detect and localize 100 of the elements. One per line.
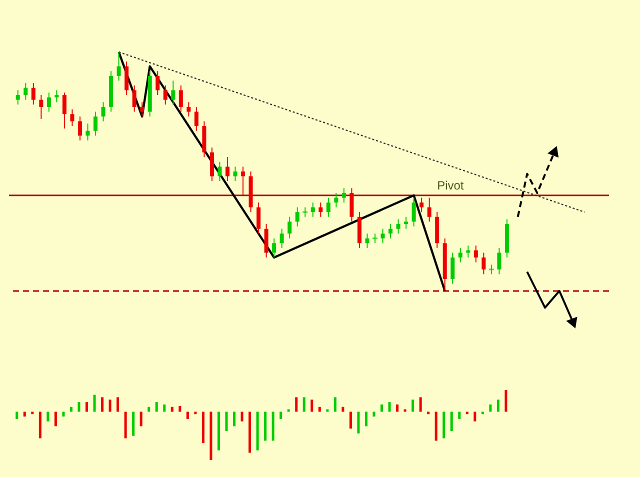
candlestick — [458, 247, 462, 263]
candlestick — [497, 247, 502, 275]
candlestick — [171, 80, 176, 106]
bar — [264, 412, 267, 441]
candlestick — [178, 84, 183, 112]
bar — [442, 412, 446, 438]
candlestick — [334, 192, 338, 208]
candlestick — [218, 161, 222, 182]
candlestick — [46, 92, 51, 112]
bar — [342, 406, 344, 412]
bar — [132, 412, 135, 436]
bar — [233, 412, 236, 426]
bar — [186, 412, 189, 419]
bar — [78, 402, 80, 412]
bar — [140, 412, 142, 426]
bar — [334, 397, 336, 412]
bar — [101, 397, 104, 412]
candlestick — [16, 90, 20, 106]
candlestick — [365, 233, 370, 248]
bar — [272, 412, 274, 441]
candlestick — [194, 106, 198, 132]
candlestick — [310, 202, 315, 218]
bar — [116, 397, 120, 412]
bar — [148, 406, 150, 412]
bar — [295, 397, 298, 412]
candlestick — [474, 245, 478, 263]
bar — [210, 412, 212, 460]
candlestick — [116, 52, 121, 82]
candlestick — [404, 216, 408, 230]
candlestick — [420, 197, 424, 213]
candlestick — [280, 228, 284, 248]
bar — [38, 412, 42, 438]
candlestick — [342, 188, 346, 204]
candlestick — [427, 197, 432, 222]
bar — [155, 402, 158, 412]
bar — [434, 412, 438, 441]
candlestick — [62, 92, 66, 129]
bar — [357, 412, 360, 434]
candlestick — [225, 156, 230, 182]
candlestick — [372, 233, 378, 244]
candlestick — [94, 111, 98, 136]
bar — [23, 412, 26, 417]
candlestick — [450, 252, 455, 284]
candlestick — [482, 252, 486, 275]
candlestick — [54, 90, 59, 103]
bar — [178, 406, 182, 412]
candlestick — [124, 61, 129, 96]
bar — [240, 412, 244, 422]
bar — [248, 412, 252, 453]
candlestick — [302, 206, 308, 218]
bar — [450, 412, 453, 432]
bar — [481, 412, 484, 414]
candlestick — [101, 102, 106, 122]
bar — [31, 412, 34, 414]
bar — [54, 412, 57, 426]
bar — [504, 390, 508, 412]
bar — [380, 404, 383, 412]
candlestick — [318, 202, 323, 218]
candlestick — [156, 70, 160, 96]
bar — [170, 406, 174, 412]
candlestick — [78, 116, 82, 141]
bar — [225, 412, 228, 432]
candlestick — [241, 166, 246, 196]
bar — [458, 412, 461, 419]
bar — [62, 412, 65, 417]
candlestick — [39, 94, 44, 120]
candlestick — [412, 197, 416, 227]
bar — [256, 412, 259, 450]
candlestick — [380, 228, 385, 244]
bar — [318, 406, 321, 412]
bar — [202, 412, 204, 444]
bar — [419, 397, 422, 412]
bar — [388, 402, 391, 412]
bar — [280, 412, 282, 419]
bar — [46, 412, 50, 422]
candlestick — [233, 166, 238, 182]
candlestick — [264, 224, 268, 258]
bar — [496, 400, 500, 412]
bar — [310, 400, 314, 412]
candlestick — [186, 102, 191, 118]
bar — [217, 412, 220, 450]
bar — [108, 400, 112, 412]
candlestick — [272, 238, 276, 258]
candlestick — [132, 84, 136, 112]
bar — [70, 406, 72, 412]
bar — [86, 402, 88, 412]
ref-line-label: Pivot — [437, 178, 464, 192]
candlestick — [86, 123, 90, 141]
bar — [163, 404, 166, 412]
bar — [302, 397, 306, 412]
bar — [364, 412, 368, 426]
bar — [466, 412, 468, 414]
candlestick — [488, 264, 494, 275]
candlestick — [388, 224, 393, 239]
candlestick — [396, 218, 400, 234]
bar — [93, 394, 96, 412]
bar — [372, 412, 376, 417]
candlestick — [70, 108, 74, 127]
candlestick — [163, 84, 168, 106]
candlestick — [326, 197, 330, 218]
